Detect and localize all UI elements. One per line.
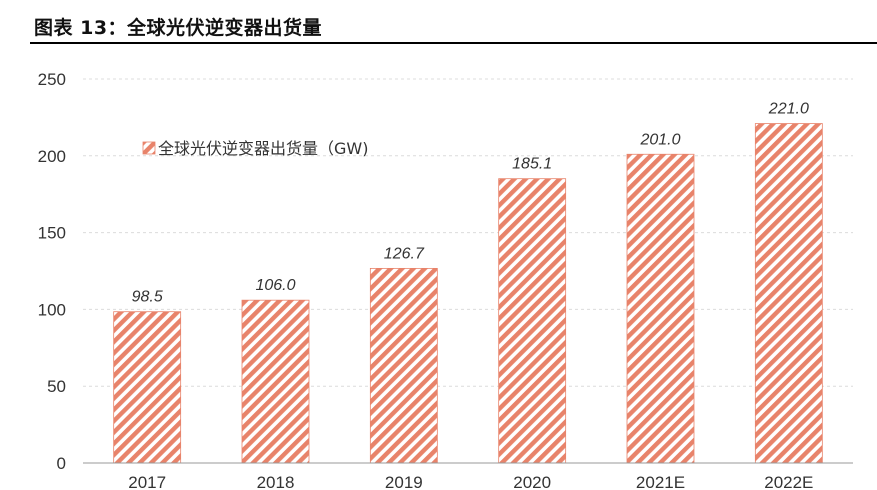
x-tick-label: 2021E bbox=[636, 473, 685, 490]
axes: 0 50 100 150 200 250 2017 2018 2019 2020 2021E 2022… bbox=[38, 70, 853, 490]
data-label: 185.1 bbox=[512, 156, 552, 173]
x-tick-label: 2020 bbox=[513, 473, 551, 490]
x-tick-label: 2018 bbox=[257, 473, 295, 490]
bar bbox=[498, 178, 567, 464]
y-tick-label: 50 bbox=[47, 377, 66, 396]
data-label: 201.0 bbox=[639, 131, 680, 148]
y-tick-label: 250 bbox=[38, 70, 66, 89]
bar bbox=[113, 311, 182, 464]
bar bbox=[369, 267, 438, 464]
legend: 全球光伏逆变器出货量（GW) bbox=[142, 139, 368, 158]
y-tick-label: 0 bbox=[57, 454, 66, 473]
gridlines bbox=[83, 78, 853, 387]
data-label: 106.0 bbox=[255, 277, 295, 294]
figure-header: 图表 13：全球光伏逆变器出货量 bbox=[30, 6, 877, 44]
legend-label: 全球光伏逆变器出货量（GW) bbox=[158, 139, 368, 158]
y-tick-label: 150 bbox=[38, 224, 66, 243]
data-label: 126.7 bbox=[384, 245, 425, 262]
bar bbox=[754, 123, 823, 464]
bars bbox=[113, 123, 823, 464]
data-labels: 98.5 106.0 126.7 185.1 201.0 221.0 bbox=[132, 101, 809, 306]
y-tick-label: 100 bbox=[38, 300, 66, 319]
data-label: 221.0 bbox=[768, 101, 809, 118]
x-tick-label: 2019 bbox=[385, 473, 423, 490]
bar bbox=[626, 153, 695, 464]
legend-swatch bbox=[142, 141, 156, 155]
y-tick-label: 200 bbox=[38, 147, 66, 166]
figure-title: 图表 13：全球光伏逆变器出货量 bbox=[34, 17, 323, 39]
x-tick-label: 2017 bbox=[128, 473, 166, 490]
data-label: 98.5 bbox=[132, 289, 163, 306]
x-tick-label: 2022E bbox=[764, 473, 813, 490]
bar bbox=[241, 299, 310, 464]
